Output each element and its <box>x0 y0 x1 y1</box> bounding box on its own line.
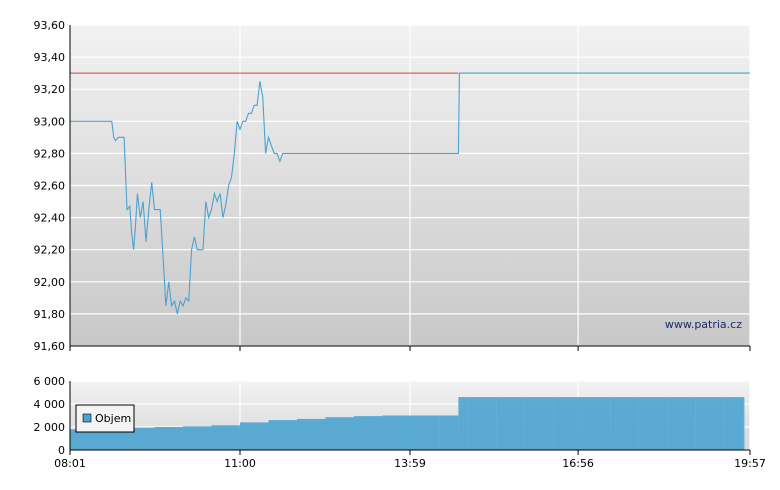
legend-swatch <box>82 413 92 423</box>
volume-bar <box>439 415 459 450</box>
price-y-tick-label: 93,00 <box>34 115 66 128</box>
volume-bar <box>667 397 696 450</box>
price-y-tick-label: 92,40 <box>34 212 66 225</box>
x-tick-label: 11:00 <box>224 457 256 470</box>
volume-y-tick-label: 6 000 <box>34 375 66 388</box>
volume-bar <box>211 425 240 450</box>
volume-bar <box>695 397 725 450</box>
volume-bar <box>410 415 440 450</box>
volume-bar <box>154 427 183 450</box>
price-y-tick-label: 92,00 <box>34 276 66 289</box>
volume-bar <box>354 416 383 450</box>
x-tick-label: 19:57 <box>734 457 766 470</box>
volume-bar <box>743 397 745 450</box>
x-tick-label: 13:59 <box>394 457 426 470</box>
price-y-tick-label: 93,60 <box>34 19 66 32</box>
price-y-tick-label: 92,80 <box>34 147 66 160</box>
volume-bar <box>97 428 126 450</box>
volume-bar <box>610 397 639 450</box>
price-y-tick-label: 93,40 <box>34 51 66 64</box>
volume-bar <box>581 397 611 450</box>
volume-bar <box>297 418 326 450</box>
volume-bar <box>458 397 468 450</box>
volume-y-tick-label: 0 <box>58 444 65 457</box>
volume-y-tick-label: 4 000 <box>34 398 66 411</box>
volume-bar <box>553 397 582 450</box>
volume-y-tick-label: 2 000 <box>34 421 66 434</box>
price-series-line <box>70 72 750 315</box>
watermark-text: www.patria.cz <box>665 318 742 331</box>
volume-bar <box>524 397 554 450</box>
volume-bar <box>638 397 668 450</box>
volume-bar <box>724 397 744 450</box>
volume-bar <box>382 415 411 450</box>
volume-bar <box>325 417 354 450</box>
x-tick-label: 16:56 <box>562 457 594 470</box>
volume-bar <box>268 420 297 450</box>
volume-bar <box>496 397 525 450</box>
x-tick-label: 08:01 <box>54 457 86 470</box>
volume-bar <box>70 429 98 450</box>
volume-bar <box>240 422 269 450</box>
volume-legend: Objem <box>75 404 135 433</box>
volume-bar <box>467 397 497 450</box>
price-y-tick-label: 92,20 <box>34 244 66 257</box>
volume-bar <box>183 426 212 450</box>
price-y-tick-label: 91,80 <box>34 308 66 321</box>
price-y-tick-label: 91,60 <box>34 340 66 353</box>
price-y-tick-label: 93,20 <box>34 83 66 96</box>
price-y-tick-label: 92,60 <box>34 180 66 193</box>
legend-label: Objem <box>95 412 131 425</box>
volume-bar <box>126 427 155 450</box>
